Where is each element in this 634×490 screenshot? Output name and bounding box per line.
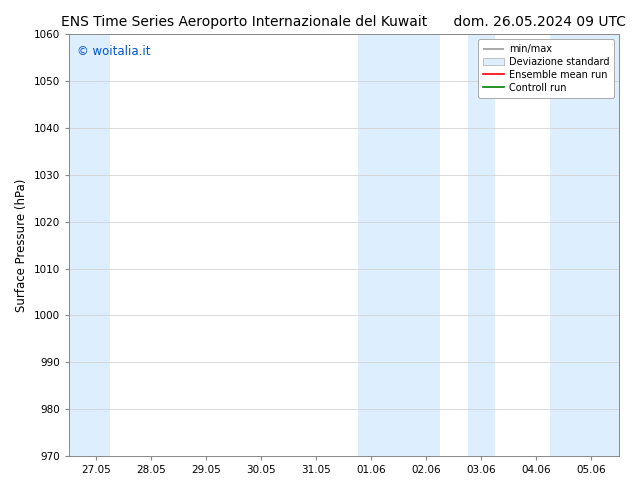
Bar [69, 34, 110, 456]
Y-axis label: Surface Pressure (hPa): Surface Pressure (hPa) [15, 178, 28, 312]
Title: ENS Time Series Aeroporto Internazionale del Kuwait      dom. 26.05.2024 09 UTC: ENS Time Series Aeroporto Internazionale… [61, 15, 626, 29]
Bar [358, 34, 440, 456]
Bar [550, 34, 619, 456]
Text: © woitalia.it: © woitalia.it [77, 45, 151, 58]
Legend: min/max, Deviazione standard, Ensemble mean run, Controll run: min/max, Deviazione standard, Ensemble m… [477, 39, 614, 98]
Bar [468, 34, 495, 456]
